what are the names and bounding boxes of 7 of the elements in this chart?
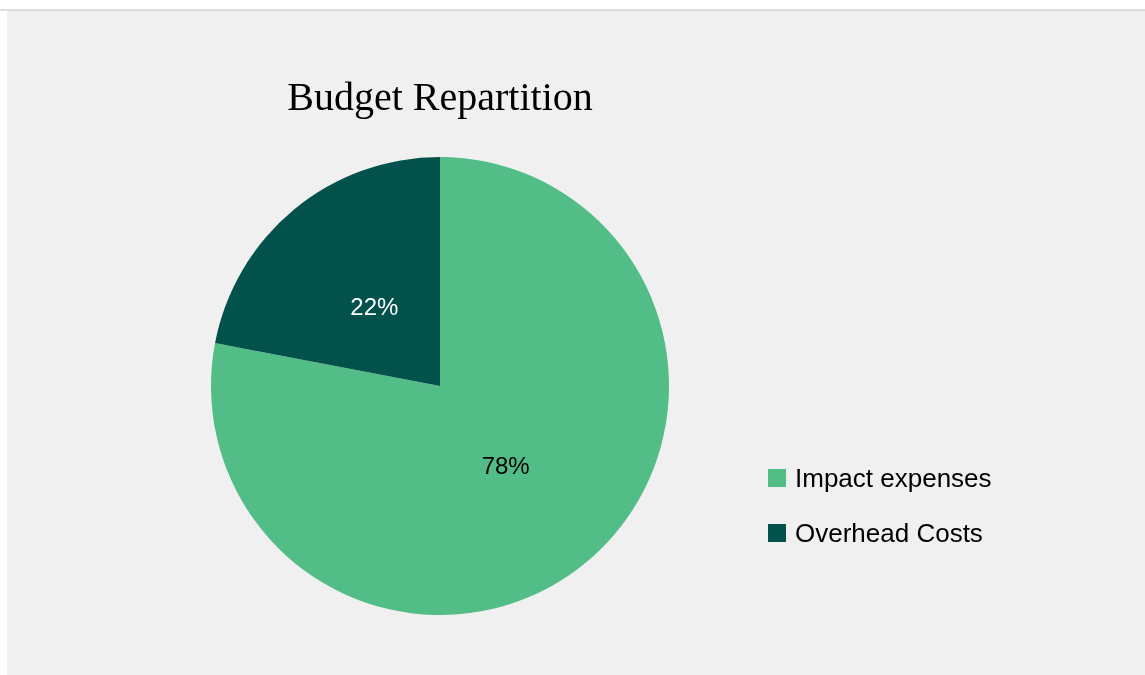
legend-label: Overhead Costs <box>795 518 983 549</box>
data-label: 22% <box>350 293 399 320</box>
data-label: 78% <box>481 451 530 479</box>
pie-slice <box>211 157 669 615</box>
chart-title: Budget Repartition <box>287 74 593 119</box>
pie-slice <box>215 157 440 386</box>
legend-label: Impact expenses <box>795 463 992 494</box>
